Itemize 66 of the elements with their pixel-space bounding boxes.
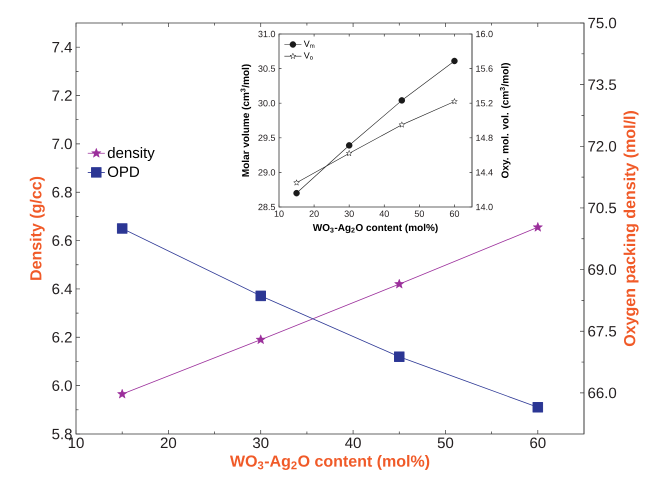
y-tick-label: 6.4 — [52, 284, 72, 294]
x-tick-label: 10 — [68, 438, 84, 448]
x-tick-label: 60 — [450, 210, 460, 217]
legend-label: V$_{m}$ — [304, 40, 314, 48]
point — [394, 278, 404, 288]
y2-tick-label: 15.6 — [476, 65, 493, 72]
point — [451, 58, 458, 64]
y2-tick-label: 14.4 — [476, 169, 493, 176]
y2-axis-title: Oxygen packing density (mol/l) — [624, 111, 639, 346]
y2-tick-label: 14.8 — [476, 134, 493, 141]
y-axis-title: Density (g/cc) — [30, 176, 45, 280]
y-tick-label: 5.8 — [52, 428, 72, 440]
point — [346, 150, 352, 156]
x-tick-label: 30 — [252, 438, 268, 448]
y-tick-label: 30.5 — [258, 65, 276, 72]
y-tick-label: 6.2 — [52, 332, 72, 343]
point — [394, 351, 405, 362]
point — [398, 122, 405, 128]
y-tick-label: 29.0 — [258, 169, 276, 176]
legend-label: OPD — [108, 166, 140, 178]
x-tick-label: 20 — [160, 438, 176, 448]
y-tick-label: 29.5 — [258, 134, 276, 141]
x-axis-title: WO$_{3}$-Ag$_{2}$O content (mol%) — [312, 224, 438, 234]
point — [451, 98, 458, 104]
x-axis-title: WO$_{3}$-Ag$_{2}$O content (mol%) — [230, 455, 430, 470]
point — [255, 290, 266, 302]
x-tick-label: 50 — [438, 438, 454, 448]
y2-axis-title: Oxy. mol. vol. (cm$^{3}$/mol) — [500, 63, 510, 178]
y2-tick-label: 14.0 — [476, 204, 493, 210]
y2-tick-label: 15.2 — [476, 100, 493, 106]
y2-tick-label: 67.5 — [588, 326, 616, 337]
point — [532, 402, 544, 413]
y2-tick-label: 66.0 — [588, 388, 616, 398]
point — [346, 142, 352, 149]
y2-tick-label: 16.0 — [476, 30, 493, 38]
y-axis-title: Molar volume (cm$^{3}$/mol) — [240, 64, 252, 176]
y2-tick-label: 69.0 — [588, 264, 616, 275]
y2-tick-label: 73.5 — [588, 79, 616, 90]
x-tick-label: 30 — [344, 210, 354, 217]
x-tick-label: 40 — [345, 438, 361, 448]
point — [532, 222, 543, 232]
point — [116, 223, 128, 234]
x-tick-label: 50 — [414, 210, 424, 217]
point — [293, 180, 300, 186]
point — [398, 97, 406, 104]
y-tick-label: 6.8 — [52, 186, 72, 198]
y-tick-label: 28.5 — [258, 204, 276, 210]
x-tick-label: 20 — [310, 210, 319, 217]
point — [293, 190, 300, 196]
y2-tick-label: 75.0 — [588, 18, 616, 28]
y-tick-label: 6.6 — [52, 235, 72, 246]
point — [256, 334, 266, 344]
y2-tick-label: 70.5 — [588, 202, 616, 214]
legend-label: density — [108, 147, 155, 162]
y-tick-label: 7.4 — [52, 42, 72, 52]
y-tick-label: 31.0 — [258, 30, 276, 38]
y-tick-label: 7.0 — [52, 138, 72, 150]
x-tick-label: 10 — [274, 210, 284, 217]
point — [117, 388, 128, 398]
x-tick-label: 60 — [530, 438, 546, 448]
y-tick-label: 30.0 — [258, 100, 276, 106]
legend-label: V$_{o}$ — [304, 52, 313, 60]
y-tick-label: 7.2 — [52, 90, 72, 101]
y-tick-label: 6.0 — [52, 380, 72, 391]
y2-tick-label: 72.0 — [588, 140, 616, 152]
x-tick-label: 40 — [379, 210, 389, 217]
